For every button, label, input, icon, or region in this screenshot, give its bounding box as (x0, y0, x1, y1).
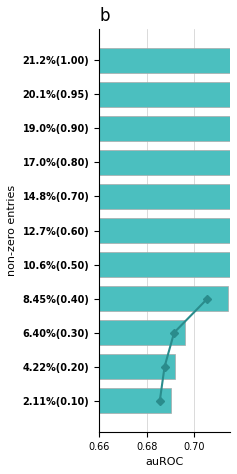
Bar (99, 184, 230, 209)
Bar (99, 82, 230, 107)
Text: b: b (99, 7, 109, 25)
Bar (99, 116, 230, 141)
Bar (99, 252, 230, 277)
Bar (99, 354, 175, 380)
Bar (99, 388, 171, 413)
Bar (99, 218, 230, 243)
Bar (99, 47, 230, 73)
X-axis label: auROC: auROC (146, 457, 184, 467)
Bar (99, 320, 185, 346)
Y-axis label: non-zero entries: non-zero entries (7, 185, 17, 276)
Bar (99, 286, 228, 311)
Bar (99, 150, 230, 175)
